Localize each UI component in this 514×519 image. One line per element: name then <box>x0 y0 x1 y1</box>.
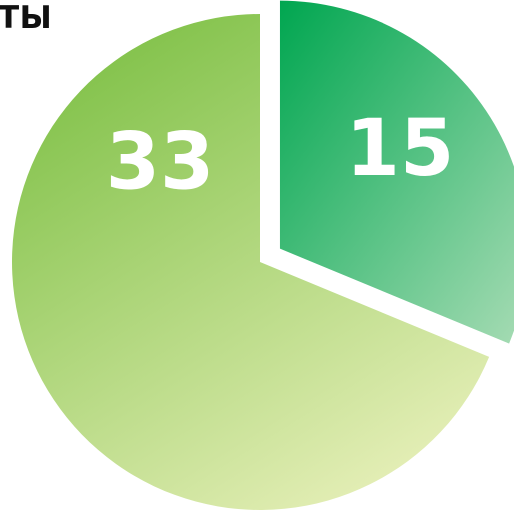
chart-title-fragment: ТЫ <box>0 0 53 36</box>
slice-label-15: 15 <box>346 104 455 194</box>
pie-slice-33 <box>11 13 490 510</box>
pie-slice-15 <box>279 0 514 344</box>
slice-label-33: 33 <box>106 117 215 207</box>
